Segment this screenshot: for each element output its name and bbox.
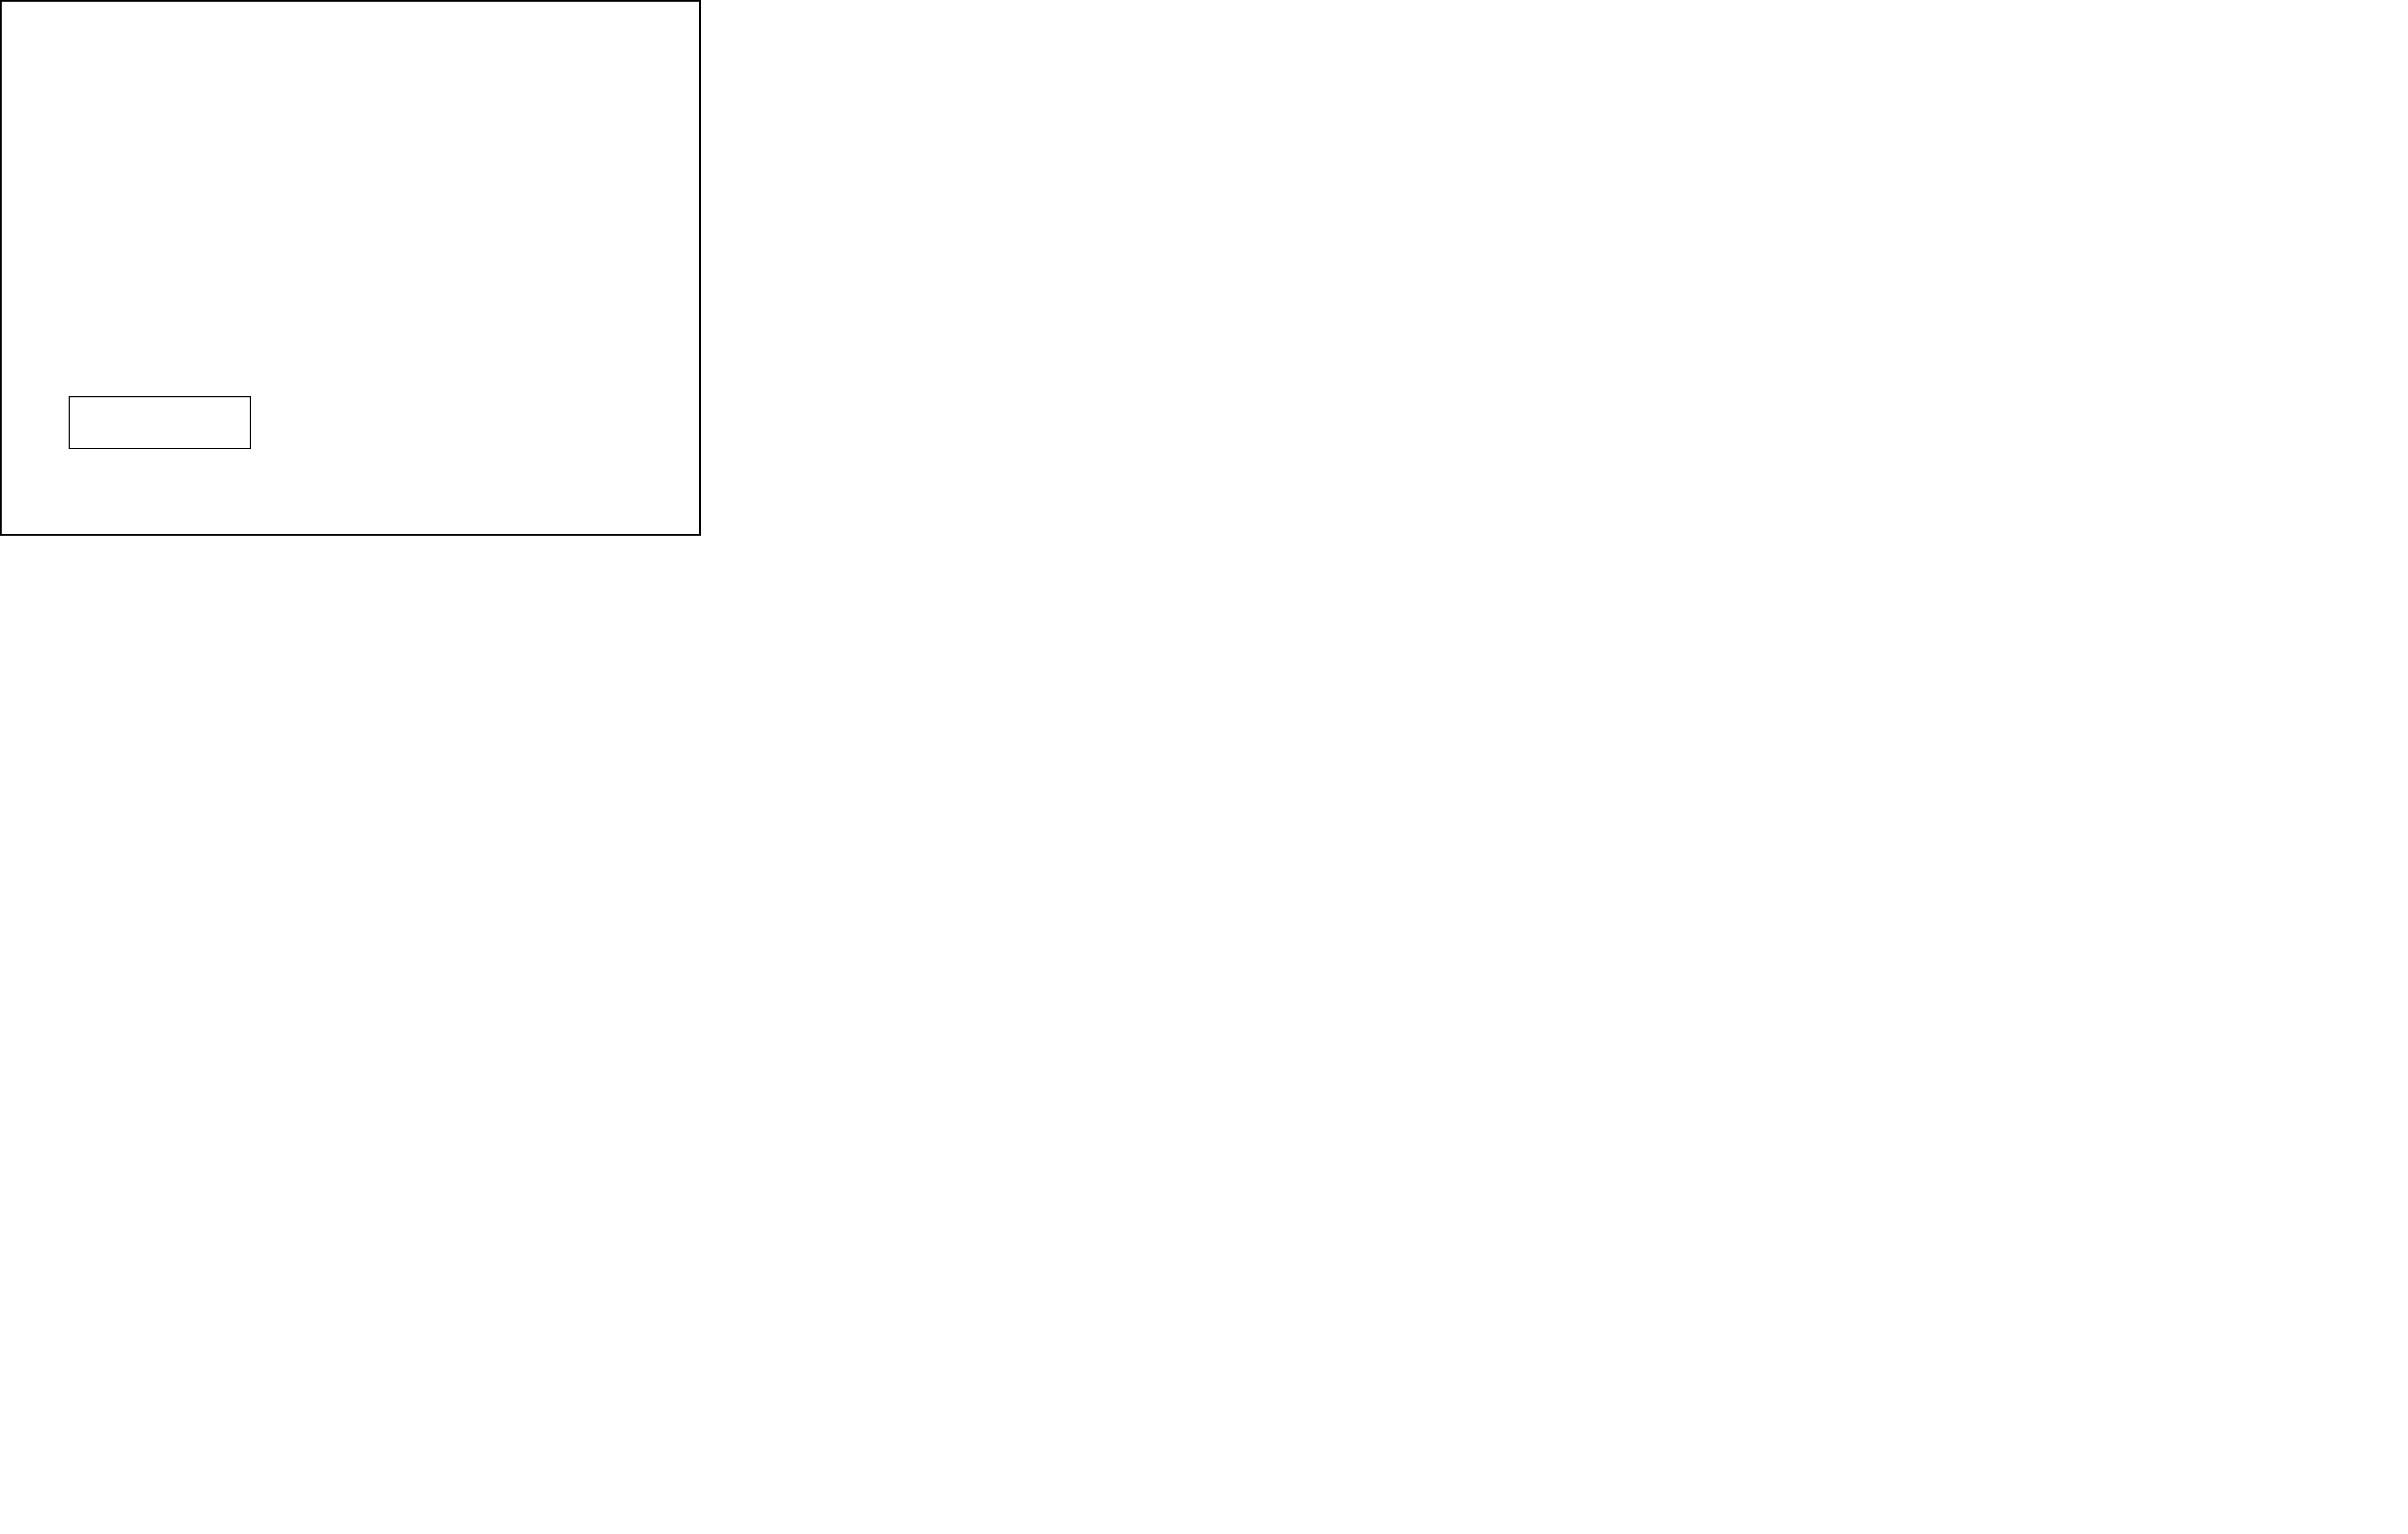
citi-line-swatch-icon (83, 435, 108, 438)
chart-canvas (0, 0, 848, 540)
legend (69, 396, 251, 449)
legend-item-citi (83, 435, 250, 438)
recession-swatch-icon (83, 407, 108, 415)
legend-item-recessions (83, 407, 250, 415)
legend-item-ldei (83, 424, 250, 427)
ldei-line-swatch-icon (83, 424, 108, 427)
